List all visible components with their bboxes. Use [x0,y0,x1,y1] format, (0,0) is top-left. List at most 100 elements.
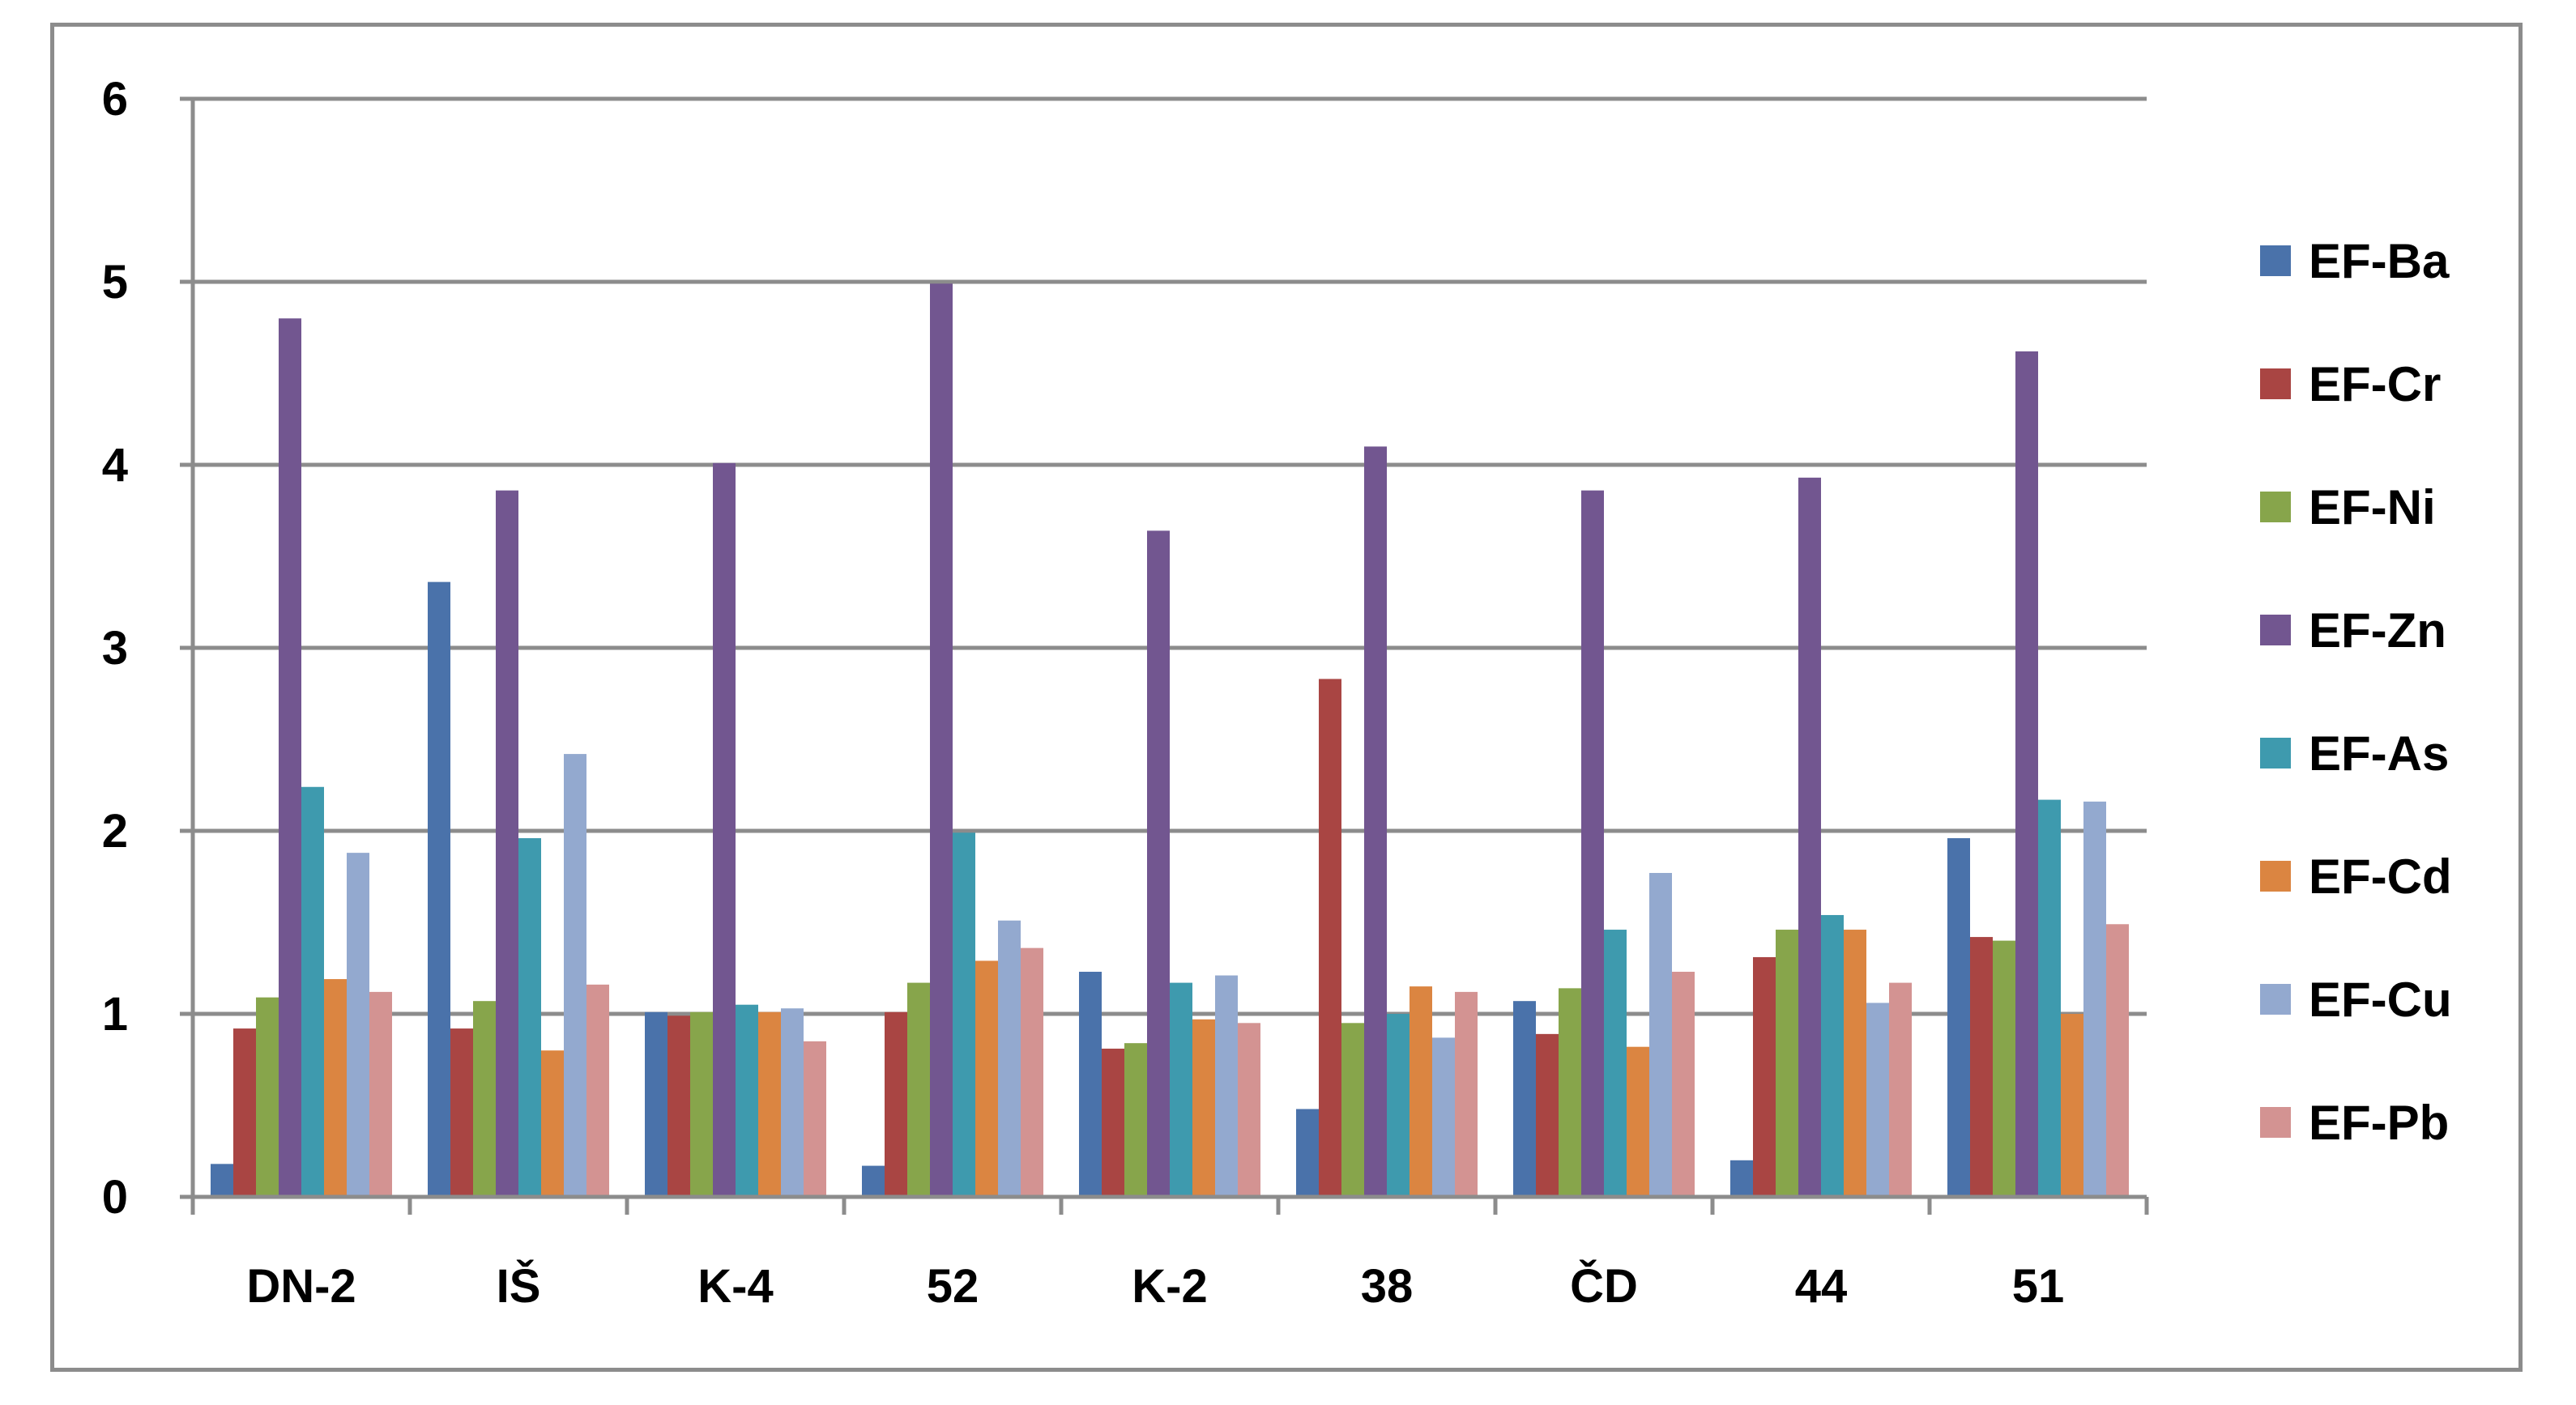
x-tick-label: 52 [927,1260,979,1313]
bar [975,960,998,1197]
axes: 0 1 2 3 4 5 6 DN-2 IŠ K-4 52 K-2 38 ČD 44 51 [102,73,2149,1313]
bar [2015,351,2038,1197]
bar [690,1011,713,1197]
y-tick-label: 3 [102,622,128,675]
bar [369,991,392,1197]
bar [473,1001,496,1197]
bar [645,1011,667,1197]
bar [1730,1160,1753,1197]
legend-label: EF-As [2309,726,2449,781]
bar [1238,1023,1260,1197]
bar [953,832,975,1197]
bar [1102,1048,1124,1197]
bar [804,1041,826,1197]
x-tick-label: 38 [1361,1260,1414,1313]
bar [211,1164,233,1197]
legend-swatch [2260,492,2291,522]
bar [301,786,324,1197]
bar [1559,988,1581,1197]
bar [450,1028,473,1197]
bar [233,1028,256,1197]
x-tick-label: DN-2 [246,1260,356,1313]
bar [1798,477,1821,1197]
bar [1192,1019,1215,1197]
bar [885,1011,907,1197]
bar [1776,930,1798,1197]
bar [1970,937,1993,1197]
bar [256,997,279,1197]
legend-label: EF-Cu [2309,973,2452,1027]
y-tick-label: 1 [102,988,128,1041]
y-tick-label: 0 [102,1171,128,1224]
legend-swatch [2260,861,2291,892]
bar [1604,930,1627,1197]
legend-label: EF-Pb [2309,1096,2449,1150]
x-tick-label: ČD [1570,1260,1638,1313]
y-tick-label: 6 [102,73,128,126]
legend-label: EF-Zn [2309,603,2446,658]
legend-label: EF-Ba [2309,234,2450,288]
legend-label: EF-Cd [2309,849,2452,904]
bar [1147,530,1170,1197]
bar [1170,982,1192,1197]
bar [1866,1003,1889,1197]
bar [1341,1023,1364,1197]
bar [1364,446,1387,1197]
bar [1993,940,2015,1197]
bar [1410,986,1432,1197]
y-tick-label: 5 [102,256,128,309]
bar [1021,947,1043,1197]
bar [2061,1014,2083,1197]
bar [1319,679,1341,1197]
bar [1672,972,1695,1197]
legend-swatch [2260,368,2291,399]
bar [736,1004,758,1197]
bar [279,318,301,1198]
bar [2083,801,2106,1197]
x-tick-label: IŠ [497,1260,541,1313]
x-tick-label: 44 [1795,1260,1848,1313]
bar [713,462,736,1197]
legend-label: EF-Ni [2309,480,2436,534]
bar [496,490,518,1197]
legend-swatch [2260,245,2291,276]
bar [1627,1046,1649,1197]
bar [586,984,609,1197]
bar [1821,914,1844,1197]
bar [1581,490,1604,1197]
legend: EF-Ba EF-Cr EF-Ni EF-Zn EF-As EF-Cd EF-Cu EF-Pb [2260,234,2452,1150]
bar [2106,924,2129,1197]
bar [998,920,1021,1197]
bar [1215,975,1238,1197]
legend-label: EF-Cr [2309,357,2441,411]
legend-swatch [2260,984,2291,1015]
legend-swatch [2260,738,2291,768]
bar [781,1008,804,1197]
bar [1387,1014,1410,1197]
bar [2038,799,2061,1197]
legend-swatch [2260,1107,2291,1138]
bar [324,979,347,1197]
bar [1079,972,1102,1197]
bar [1947,838,1970,1197]
x-tick-label: K-2 [1132,1260,1207,1313]
bar [1844,930,1866,1197]
y-tick-label: 2 [102,805,128,858]
bar [1753,956,1776,1197]
x-tick-label: 51 [2012,1260,2065,1313]
bar [907,982,930,1197]
bar [667,1015,690,1197]
bar [1124,1043,1147,1197]
bar [564,754,586,1197]
bar [1455,991,1478,1197]
y-tick-label: 4 [102,439,128,492]
bars [211,283,2129,1198]
bar [1889,982,1912,1197]
bar [1649,872,1672,1197]
bar [862,1165,885,1197]
bar [930,283,953,1197]
bar [518,838,541,1197]
legend-swatch [2260,615,2291,645]
bar [428,581,450,1197]
